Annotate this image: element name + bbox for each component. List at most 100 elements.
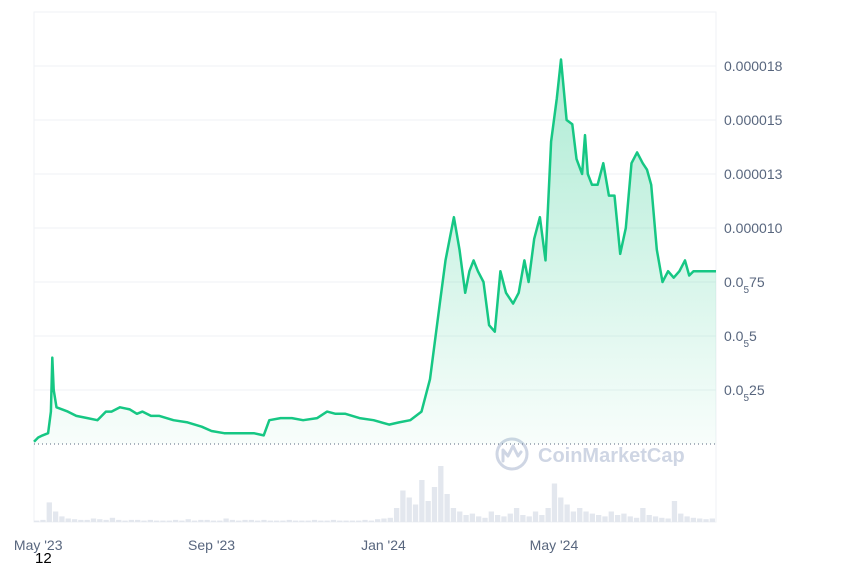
x-tick-label: Sep '23 (188, 537, 235, 553)
volume-bar (141, 520, 147, 522)
volume-bar (97, 519, 103, 522)
y-axis-labels: 0.05250.0550.05750.0000100.0000130.00001… (724, 58, 783, 404)
volume-bar (577, 508, 583, 522)
volume-bar (179, 520, 185, 522)
volume-bar (242, 519, 248, 522)
volume-bar (135, 519, 141, 522)
volume-bar (406, 497, 412, 522)
volume-bar (248, 519, 255, 522)
volume-bar (324, 520, 330, 522)
volume-bar (292, 520, 299, 522)
volume-bar (602, 516, 608, 522)
watermark: CoinMarketCap (495, 437, 685, 471)
volume-bar (646, 515, 652, 522)
volume-bar (652, 516, 659, 522)
volume-bar (52, 511, 59, 522)
volume-bar (318, 520, 324, 522)
volume-bar (229, 519, 236, 522)
x-tick-label: May '24 (530, 537, 579, 553)
volume-bar (387, 517, 393, 522)
volume-bar (400, 490, 406, 522)
volume-bar (564, 504, 570, 522)
volume-bar (349, 520, 356, 522)
volume-bar (299, 520, 305, 522)
x-tick-label: May '23 (14, 537, 63, 553)
y-tick-label: 0.0525 (724, 382, 765, 404)
volume-bar (621, 513, 627, 522)
volume-bar (438, 466, 444, 522)
volume-bar (709, 518, 715, 522)
x-axis-labels: May '23 Sep '23 Jan '24 May '24 (14, 537, 579, 553)
volume-bar (103, 519, 109, 522)
volume-bar (501, 516, 507, 522)
volume-bar (223, 518, 229, 522)
volume-bar (261, 519, 267, 522)
volume-bar (431, 487, 438, 522)
volume-bar (551, 483, 558, 522)
x-tick-label: Jan '24 (361, 537, 406, 553)
volume-bar (236, 520, 242, 522)
watermark-text: CoinMarketCap (538, 445, 685, 467)
volume-bar (116, 519, 122, 522)
volume-bar (520, 515, 526, 522)
volume-bar (122, 520, 128, 522)
volume-bar (671, 501, 678, 522)
volume-bar (337, 520, 343, 522)
y-tick-base: 0.0 (724, 328, 744, 344)
y-tick-subscript: 5 (743, 339, 749, 350)
volume-bar (703, 519, 709, 522)
volume-bar (659, 517, 665, 522)
y-tick-rest: 5 (749, 328, 757, 344)
y-tick-base: 0.0 (724, 382, 744, 398)
volume-bar (78, 519, 84, 522)
y-tick-label: 0.000018 (724, 58, 783, 74)
volume-bar (153, 520, 160, 522)
volume-bar (589, 513, 596, 522)
volume-bar (286, 519, 292, 522)
volume-bar (255, 520, 261, 522)
volume-bar (90, 518, 97, 522)
volume-bar (627, 516, 633, 522)
volume-bar (640, 508, 646, 522)
volume-bar (375, 519, 381, 522)
price-area (34, 59, 716, 444)
volume-bar (191, 520, 198, 522)
volume-bar (172, 519, 179, 522)
volume-bar (280, 520, 286, 522)
volume-bar (305, 520, 311, 522)
volume-bar (40, 519, 46, 522)
volume-bar (532, 511, 539, 522)
volume-bar (46, 502, 52, 522)
corner-label: 12 (35, 550, 52, 567)
volume-bar (343, 520, 349, 522)
volume-bar (147, 519, 153, 522)
volume-bar (633, 517, 640, 522)
volume-bar (166, 520, 172, 522)
volume-bar (425, 501, 431, 522)
volume-bar (210, 520, 217, 522)
volume-bar (526, 516, 532, 522)
volume-bar (583, 511, 589, 522)
y-tick-label: 0.000013 (724, 166, 783, 182)
volume-bar (362, 519, 368, 522)
volume-bar (65, 518, 71, 522)
volume-bar (185, 519, 191, 522)
volume-bar (558, 497, 564, 522)
volume-bar (368, 520, 374, 522)
volume-bar (71, 519, 78, 522)
volume-bar (469, 513, 476, 522)
volume-bar (273, 520, 280, 522)
y-tick-label: 0.055 (724, 328, 757, 350)
y-tick-rest: 75 (749, 274, 765, 290)
volume-bar (412, 504, 419, 522)
volume-bar (444, 494, 450, 522)
volume-bar (393, 508, 400, 522)
volume-bar (545, 508, 551, 522)
volume-bar (539, 515, 545, 522)
volume-bar (267, 520, 273, 522)
y-tick-subscript: 5 (743, 393, 749, 404)
volume-bar (684, 516, 690, 522)
volume-bar (204, 519, 210, 522)
volume-bar (570, 511, 577, 522)
volume-bar (128, 519, 135, 522)
